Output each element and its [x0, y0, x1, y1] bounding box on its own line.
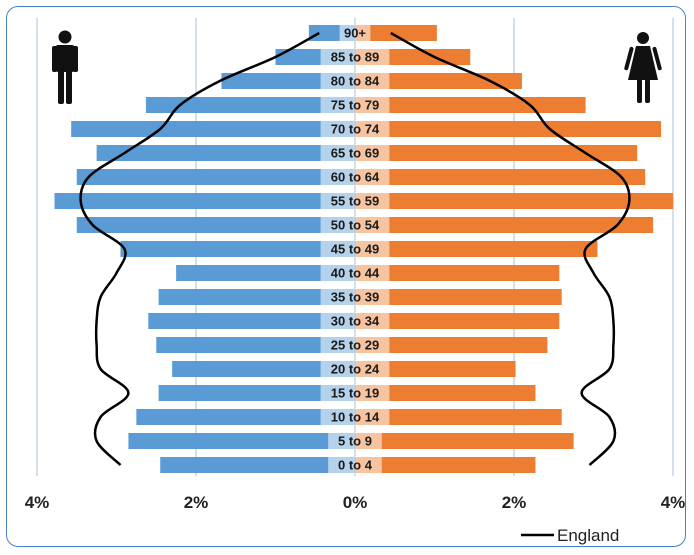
category-label: 45 to 49: [331, 242, 379, 257]
category-label-bg: [320, 360, 390, 378]
bar-right: [355, 145, 638, 161]
bar-right: [355, 193, 673, 209]
category-label: 40 to 44: [331, 266, 380, 281]
category-label: 0 to 4: [338, 458, 373, 473]
bar-right: [355, 337, 548, 353]
category-label: 25 to 29: [331, 338, 379, 353]
category-label: 5 to 9: [338, 434, 372, 449]
category-label-bg: [320, 72, 390, 90]
x-tick-label: 2%: [184, 493, 209, 512]
bar-right: [355, 97, 586, 113]
bar-left: [145, 97, 355, 113]
category-label: 75 to 79: [331, 98, 379, 113]
england-lines: [79, 31, 631, 466]
category-label: 80 to 84: [331, 74, 380, 89]
category-label-bg: [320, 240, 390, 258]
category-label-bg: [320, 312, 390, 330]
category-label: 85 to 89: [331, 50, 379, 65]
bar-right: [355, 409, 562, 425]
category-label: 65 to 69: [331, 146, 379, 161]
x-tick-label: 4%: [25, 493, 50, 512]
category-label: 50 to 54: [331, 218, 380, 233]
bar-left: [156, 337, 355, 353]
bar-right: [355, 433, 574, 449]
category-label: 60 to 64: [331, 170, 380, 185]
x-tick-label: 2%: [502, 493, 527, 512]
bars: [54, 25, 673, 473]
bar-right: [355, 265, 560, 281]
bar-left: [76, 217, 355, 233]
category-label: 30 to 34: [331, 314, 380, 329]
england-line-male: [79, 31, 320, 466]
bar-right: [355, 169, 646, 185]
bar-left: [176, 265, 355, 281]
bar-right: [355, 241, 598, 257]
category-label: 15 to 19: [331, 386, 379, 401]
bar-left: [71, 121, 355, 137]
x-tick-label: 4%: [661, 493, 686, 512]
bar-right: [355, 121, 662, 137]
male-figure-icon: [52, 30, 78, 104]
legend: England: [521, 526, 619, 545]
category-label-bg: [320, 48, 390, 66]
bar-right: [355, 289, 562, 305]
bar-left: [76, 169, 355, 185]
category-label: 70 to 74: [331, 122, 380, 137]
category-label: 20 to 24: [331, 362, 380, 377]
england-line-female: [390, 31, 631, 466]
bar-right: [355, 217, 654, 233]
category-label-bg: [320, 336, 390, 354]
category-label-bg: [320, 408, 390, 426]
category-label: 55 to 59: [331, 194, 379, 209]
bar-left: [158, 385, 355, 401]
bar-right: [355, 457, 536, 473]
category-label: 10 to 14: [331, 410, 380, 425]
bar-left: [148, 313, 355, 329]
category-label-bg: [320, 288, 390, 306]
category-labels: 0 to 4 5 to 9 10 to 14 15 to 19 20 to 24 25 t…: [320, 24, 390, 474]
bar-left: [120, 241, 355, 257]
x-axis: 4% 2% 0% 2% 4%: [25, 493, 686, 512]
category-label-bg: [320, 384, 390, 402]
x-tick-label: 0%: [343, 493, 368, 512]
category-label-bg: [320, 168, 390, 186]
bar-left: [136, 409, 355, 425]
category-label-bg: [320, 96, 390, 114]
bar-right: [355, 361, 516, 377]
bar-left: [160, 457, 355, 473]
bar-left: [172, 361, 355, 377]
category-label-bg: [320, 144, 390, 162]
legend-england-label: England: [557, 526, 619, 545]
category-label-bg: [320, 192, 390, 210]
bar-left: [96, 145, 355, 161]
category-label: 90+: [344, 26, 366, 41]
bar-right: [355, 313, 560, 329]
bar-right: [355, 25, 437, 41]
category-label-bg: [320, 264, 390, 282]
category-label-bg: [320, 120, 390, 138]
bar-left: [54, 193, 356, 209]
bar-left: [128, 433, 355, 449]
category-label-bg: [339, 24, 371, 42]
bar-right: [355, 385, 536, 401]
category-label: 35 to 39: [331, 290, 379, 305]
category-label-bg: [328, 432, 382, 450]
bar-left: [158, 289, 355, 305]
female-figure-icon: [624, 32, 662, 103]
category-label-bg: [320, 216, 390, 234]
category-label-bg: [328, 456, 382, 474]
